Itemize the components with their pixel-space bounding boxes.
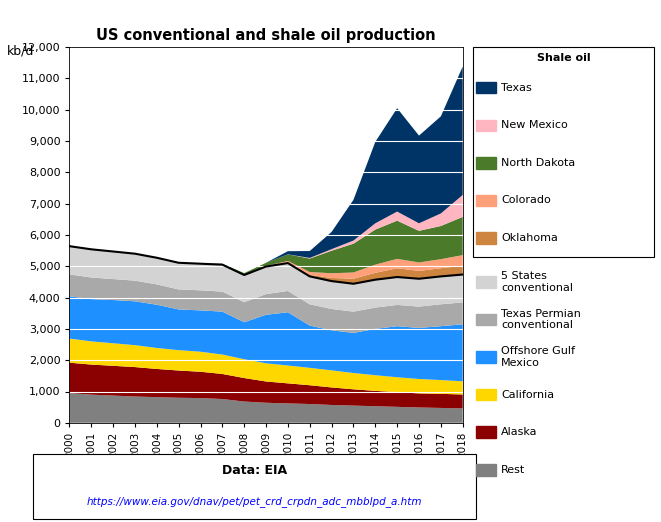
- Text: Offshore Gulf
Mexico: Offshore Gulf Mexico: [501, 346, 575, 368]
- Text: Alaska: Alaska: [501, 427, 537, 437]
- Text: Data: EIA: Data: EIA: [222, 464, 287, 477]
- Text: https://www.eia.gov/dnav/pet/pet_crd_crpdn_adc_mbblpd_a.htm: https://www.eia.gov/dnav/pet/pet_crd_crp…: [87, 496, 422, 506]
- Text: Rest: Rest: [501, 465, 525, 475]
- Text: 5 States
conventional: 5 States conventional: [501, 271, 573, 293]
- Text: Oklahoma: Oklahoma: [501, 233, 558, 243]
- Text: kb/d: kb/d: [7, 44, 34, 57]
- Title: US conventional and shale oil production: US conventional and shale oil production: [97, 28, 436, 43]
- Text: North Dakota: North Dakota: [501, 158, 575, 168]
- Text: California: California: [501, 389, 554, 400]
- Text: Texas Permian
conventional: Texas Permian conventional: [501, 309, 581, 330]
- Text: Shale oil: Shale oil: [537, 53, 590, 63]
- Text: Texas: Texas: [501, 82, 532, 93]
- Text: New Mexico: New Mexico: [501, 120, 568, 130]
- Text: Colorado: Colorado: [501, 195, 551, 206]
